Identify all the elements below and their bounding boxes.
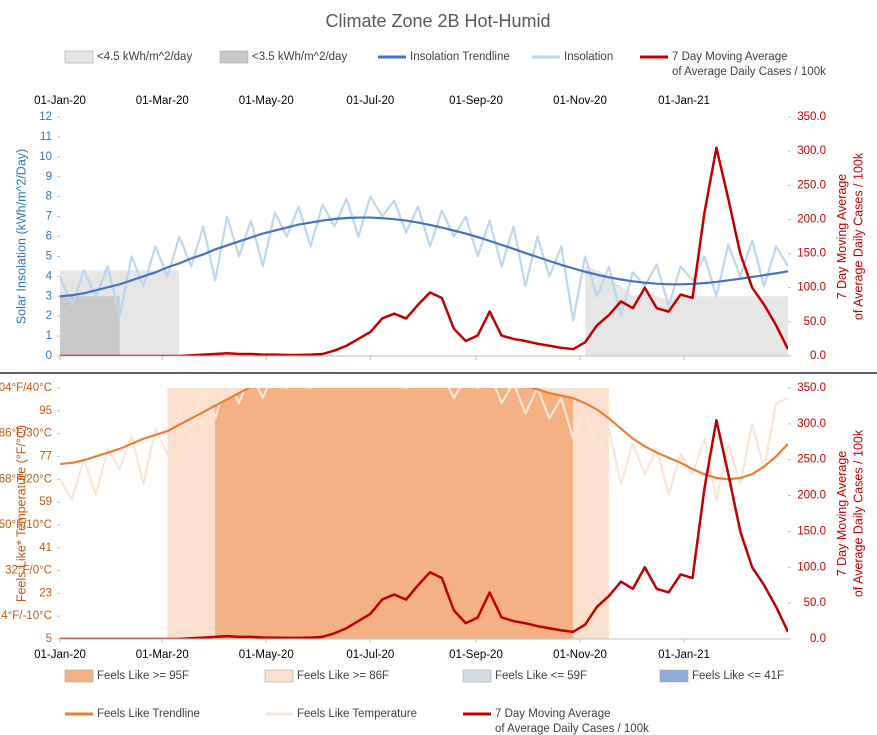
y2-tick-label: 300.0 <box>797 145 826 157</box>
y-tick-label: 2 <box>46 310 52 322</box>
y-tick-label: 14°F/-10°C <box>0 610 52 622</box>
y-tick-label: 3 <box>46 290 52 302</box>
series-line <box>60 216 788 298</box>
y2-tick-label: 200.0 <box>797 490 826 502</box>
y2-tick-label: 0.0 <box>810 350 826 362</box>
y-tick-label: 0 <box>46 350 52 362</box>
x-tick-label: 01-Sep-20 <box>449 95 503 107</box>
y2-tick-label: 100.0 <box>797 561 826 573</box>
y2-tick-label: 300.0 <box>797 418 826 430</box>
legend-swatch <box>462 669 492 683</box>
y-tick-label: 12 <box>39 111 52 123</box>
x-tick-label: 01-Mar-20 <box>136 95 189 107</box>
y2-tick-label: 250.0 <box>797 454 826 466</box>
series-line <box>60 195 788 322</box>
y2-tick-label: 50.0 <box>804 316 826 328</box>
legend-label: <4.5 kWh/m^2/day <box>97 51 192 63</box>
legend-label: Insolation Trendline <box>410 51 510 63</box>
y-tick-label: 4 <box>46 270 53 282</box>
y-tick-label: 23 <box>39 587 52 599</box>
y2-axis-title: 7 Day Moving Average of Average Daily Cas… <box>835 152 865 320</box>
x-tick-label: 01-Nov-20 <box>553 95 607 107</box>
chart-title: Climate Zone 2B Hot-Humid <box>325 11 550 31</box>
band-area <box>215 388 574 639</box>
y2-tick-label: 250.0 <box>797 179 826 191</box>
x-tick-label: 01-Jan-21 <box>658 649 710 661</box>
band-area <box>60 296 120 356</box>
legend-label: Feels Like <= 59F <box>495 670 587 682</box>
x-tick-label: 01-Sep-20 <box>449 649 503 661</box>
y-tick-label: 77 <box>39 450 52 462</box>
legend-label: <3.5 kWh/m^2/day <box>252 51 347 63</box>
legend-label: Feels Like >= 86F <box>297 670 389 682</box>
legend-label: Insolation <box>564 51 613 63</box>
y-tick-label: 104°F/40°C <box>0 382 52 394</box>
y-tick-label: 9 <box>46 171 52 183</box>
legend-swatch <box>219 50 249 64</box>
y-tick-label: 50°F/10°C <box>0 519 52 531</box>
legend-label: Feels Like Trendline <box>97 708 200 720</box>
y2-tick-label: 200.0 <box>797 213 826 225</box>
legend-label: Feels Like Temperature <box>297 708 417 720</box>
legend-label: 7 Day Moving Average of Average Daily Cas… <box>495 708 649 735</box>
series-line <box>60 388 788 501</box>
y-tick-label: 5 <box>46 250 52 262</box>
y-tick-label: 59 <box>39 496 52 508</box>
legend-label: Feels Like <= 41F <box>692 670 784 682</box>
x-tick-label: 01-Nov-20 <box>553 649 607 661</box>
y-tick-label: 32°F/0°C <box>5 565 52 577</box>
y-tick-label: 1 <box>46 330 52 342</box>
legend-label: 7 Day Moving Average of Average Daily Cas… <box>672 51 826 78</box>
y-tick-label: 10 <box>39 151 52 163</box>
y-axis-title: Feels Like* Temperature (°F/°C) <box>14 425 28 602</box>
y2-axis-title: 7 Day Moving Average of Average Daily Cas… <box>835 429 865 597</box>
x-tick-label: 01-May-20 <box>239 649 294 661</box>
y2-tick-label: 100.0 <box>797 282 826 294</box>
y-tick-label: 95 <box>39 405 52 417</box>
y-tick-label: 5 <box>46 633 52 645</box>
y2-tick-label: 150.0 <box>797 248 826 260</box>
y-tick-label: 6 <box>46 231 52 243</box>
x-tick-label: 01-May-20 <box>239 95 294 107</box>
y-tick-label: 68°F/20°C <box>0 473 52 485</box>
y-tick-label: 86°F/30°C <box>0 428 52 440</box>
y-tick-label: 11 <box>40 131 52 143</box>
y-axis-title: Solar Insolation (kWh/m^2/Day) <box>14 149 28 324</box>
x-tick-label: 01-Jan-21 <box>658 95 710 107</box>
legend-swatch <box>64 50 94 64</box>
y-tick-label: 7 <box>46 211 52 223</box>
y2-tick-label: 350.0 <box>797 111 826 123</box>
plot-area <box>60 388 788 639</box>
x-tick-label: 01-Jul-20 <box>346 95 394 107</box>
x-tick-label: 01-Jul-20 <box>346 649 394 661</box>
legend-swatch <box>659 669 689 683</box>
y2-tick-label: 50.0 <box>804 597 826 609</box>
x-tick-label: 01-Jan-20 <box>34 649 86 661</box>
y-tick-label: 8 <box>46 191 52 203</box>
legend-label: Feels Like >= 95F <box>97 670 189 682</box>
x-tick-label: 01-Mar-20 <box>136 649 189 661</box>
y2-tick-label: 0.0 <box>810 633 826 645</box>
band-area <box>60 266 788 356</box>
x-tick-label: 01-Jan-20 <box>34 95 86 107</box>
legend-swatch <box>64 669 94 683</box>
y2-tick-label: 150.0 <box>797 525 826 537</box>
y-tick-label: 41 <box>39 542 52 554</box>
series-line <box>60 388 788 481</box>
legend-swatch <box>264 669 294 683</box>
y2-tick-label: 350.0 <box>797 382 826 394</box>
